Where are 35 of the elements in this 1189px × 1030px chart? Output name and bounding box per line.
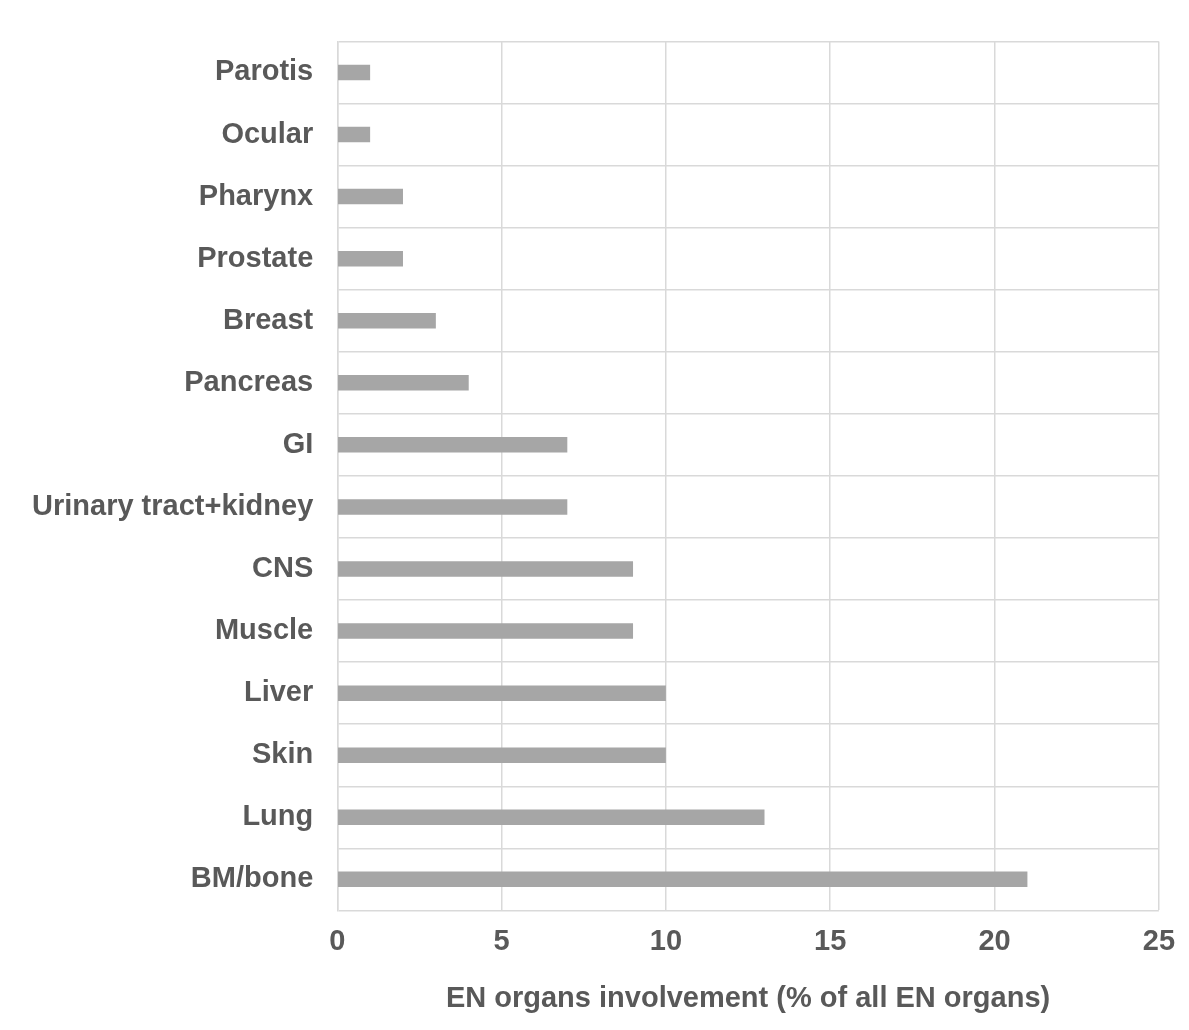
bar bbox=[338, 126, 371, 143]
y-tick-label: Ocular bbox=[221, 116, 314, 149]
bar bbox=[338, 561, 634, 577]
y-tick-label: Urinary tract+kidney bbox=[32, 488, 314, 521]
bar bbox=[338, 499, 568, 515]
bar bbox=[338, 623, 634, 639]
x-tick-label: 0 bbox=[329, 923, 346, 956]
y-tick-label: BM/bone bbox=[190, 861, 314, 894]
bar bbox=[338, 375, 469, 391]
bar bbox=[338, 747, 666, 763]
x-tick-label: 10 bbox=[649, 923, 683, 956]
y-tick-label: Parotis bbox=[214, 54, 314, 87]
bar bbox=[338, 437, 568, 453]
bar bbox=[338, 685, 666, 701]
y-tick-label: Pharynx bbox=[198, 178, 314, 211]
y-tick-label: Breast bbox=[222, 302, 314, 335]
y-tick-label: CNS bbox=[252, 551, 314, 584]
x-tick-label: 25 bbox=[1142, 923, 1175, 956]
y-tick-label: Liver bbox=[243, 675, 314, 708]
x-tick-label: 20 bbox=[978, 923, 1011, 956]
bar bbox=[338, 809, 765, 826]
x-axis-title: EN organs involvement (% of all EN organs) bbox=[445, 980, 1051, 1013]
y-tick-label: GI bbox=[282, 426, 314, 459]
bar bbox=[338, 64, 371, 81]
y-tick-label: Pancreas bbox=[184, 364, 314, 397]
y-tick-label: Lung bbox=[242, 799, 314, 832]
bar bbox=[338, 188, 403, 205]
y-tick-label: Prostate bbox=[197, 240, 314, 273]
y-tick-label: Muscle bbox=[214, 613, 314, 646]
bar bbox=[338, 250, 403, 267]
y-tick-label: Skin bbox=[252, 737, 314, 770]
bar bbox=[338, 871, 1028, 888]
x-tick-label: 15 bbox=[814, 923, 847, 956]
bar bbox=[338, 312, 436, 329]
x-tick-label: 5 bbox=[493, 923, 510, 956]
